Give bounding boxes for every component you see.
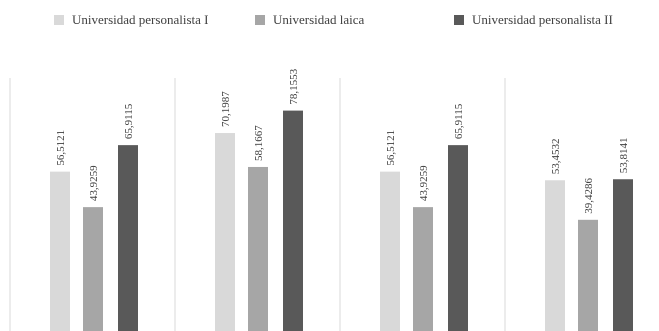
legend-item: Universidad personalista I	[54, 12, 208, 27]
data-label: 56,5121	[385, 130, 397, 166]
data-label: 56,5121	[55, 130, 67, 166]
legend-label: Universidad personalista I	[72, 12, 208, 27]
data-label: 65,9115	[123, 103, 135, 139]
bar	[380, 171, 400, 331]
bar	[283, 110, 303, 331]
bar	[118, 145, 138, 331]
data-label: 65,9115	[453, 103, 465, 139]
data-label: 78,1553	[288, 68, 300, 104]
data-label: 53,8141	[618, 137, 630, 173]
bar	[448, 145, 468, 331]
data-label: 58,1667	[253, 125, 265, 161]
bar	[545, 180, 565, 331]
data-label: 70,1987	[220, 91, 232, 127]
bar	[50, 171, 70, 331]
legend-item: Universidad laica	[255, 12, 365, 27]
bar	[578, 219, 598, 331]
bar	[215, 133, 235, 331]
bars	[50, 110, 633, 331]
bar	[413, 207, 433, 331]
legend-swatch	[255, 15, 265, 25]
chart-legend: Universidad personalista I Universidad la…	[54, 12, 613, 27]
legend-swatch	[54, 15, 64, 25]
data-label: 43,9259	[418, 165, 430, 201]
data-label: 39,4286	[583, 178, 595, 214]
data-labels: 56,5121 43,9259 65,9115 70,1987 58,1667 78,15…	[55, 68, 630, 213]
data-label: 43,9259	[88, 165, 100, 201]
bar	[83, 207, 103, 331]
group-separators	[9, 78, 506, 331]
legend-item: Universidad personalista II	[454, 12, 613, 27]
legend-label: Universidad personalista II	[472, 12, 613, 27]
bar	[613, 179, 633, 331]
bar	[248, 166, 268, 331]
legend-swatch	[454, 15, 464, 25]
legend-label: Universidad laica	[273, 12, 365, 27]
data-label: 53,4532	[550, 139, 562, 175]
